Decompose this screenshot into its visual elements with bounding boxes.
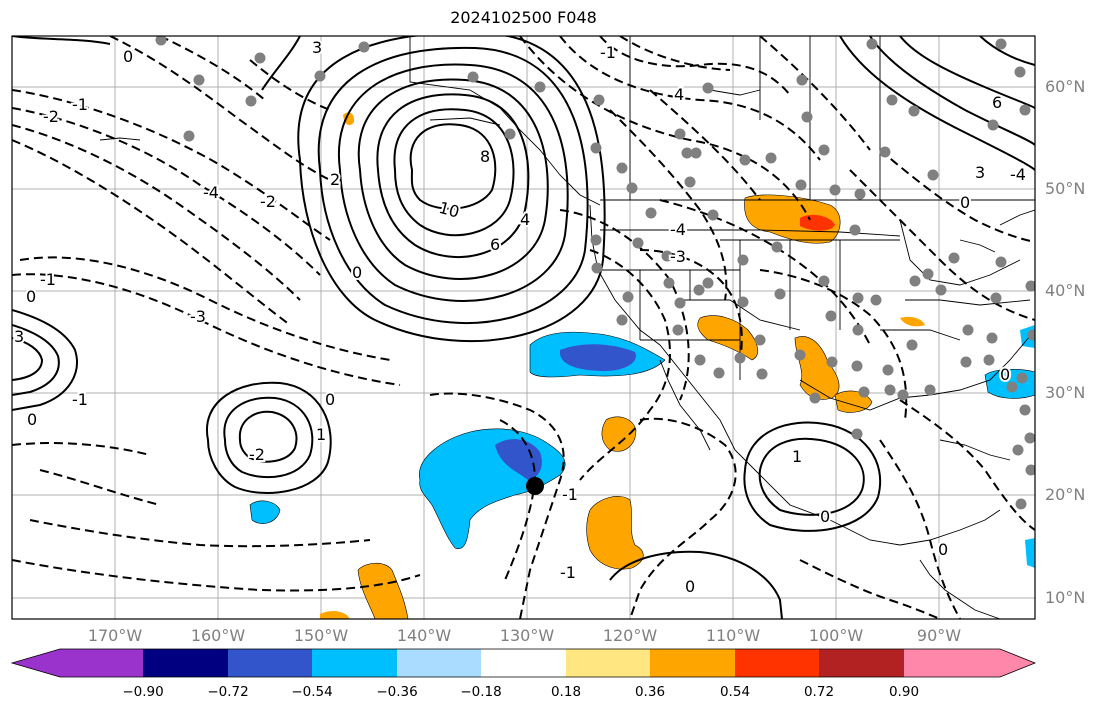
contour-label: -4 <box>670 220 686 239</box>
blue-region-small <box>249 500 281 524</box>
contour-label: -1 <box>72 95 88 114</box>
lat-label: 30°N <box>1045 383 1086 402</box>
contour-label: 0 <box>27 410 37 429</box>
darkblue-region-south <box>495 439 542 480</box>
contour-label: -3 <box>190 307 206 326</box>
colorbar-tick: −0.54 <box>291 684 333 700</box>
map-panel: 10 8 6 4 2 0 -1 -2 -3 -4 3 1 -2 1 0 0 0 … <box>11 35 1036 620</box>
lat-label: 20°N <box>1045 485 1086 504</box>
lon-label: 140°W <box>396 626 452 645</box>
colorbar-segment <box>481 649 566 677</box>
contour-label: 0 <box>325 390 335 409</box>
colorbar-segment <box>12 649 143 677</box>
lat-label: 10°N <box>1045 588 1086 607</box>
lon-label: 100°W <box>808 626 864 645</box>
colorbar-tick: 0.90 <box>888 684 920 700</box>
contour-label: -2 <box>249 445 265 464</box>
map-title: 2024102500 F048 <box>450 8 597 27</box>
contour-label: -1 <box>562 485 578 504</box>
contour-label: -1 <box>600 43 616 62</box>
positive-contours <box>12 36 1035 619</box>
contour-label: 0 <box>938 540 948 559</box>
lon-label: 90°W <box>916 626 962 645</box>
orange-region-southwest-pacific <box>357 562 409 619</box>
lon-label: 160°W <box>190 626 246 645</box>
colorbar-tick: −0.72 <box>207 684 249 700</box>
contour-label: 0 <box>26 287 36 306</box>
orange-region-baja <box>601 416 637 452</box>
lon-label: 130°W <box>499 626 555 645</box>
blue-region-east-3 <box>1025 538 1035 568</box>
contour-label: 1 <box>316 425 326 444</box>
orange-region-alaska <box>343 112 355 126</box>
orange-region-southwest <box>697 315 759 361</box>
contour-label: -1 <box>560 563 576 582</box>
contour-label: 6 <box>490 235 500 254</box>
colorbar-tick: −0.90 <box>122 684 164 700</box>
lon-label: 170°W <box>87 626 143 645</box>
lon-label: 150°W <box>293 626 349 645</box>
contour-label: -4 <box>203 183 219 202</box>
contour-label: 4 <box>674 85 684 104</box>
contour-label: -1 <box>40 270 56 289</box>
contour-labels: 10 8 6 4 2 0 -1 -2 -3 -4 3 1 -2 1 0 0 0 … <box>12 36 1028 598</box>
colorbar-segment <box>143 649 228 677</box>
contour-label: 1 <box>792 447 802 466</box>
contour-label: 0 <box>1000 365 1010 384</box>
negative-contours <box>12 36 1035 619</box>
orange-region-pacific <box>586 496 644 570</box>
contour-label: 6 <box>992 93 1002 112</box>
colorbar-segment <box>312 649 397 677</box>
contour-label: 10 <box>437 198 462 222</box>
station-dots <box>155 36 1035 510</box>
lat-label: 60°N <box>1045 77 1086 96</box>
darkblue-region-west <box>559 344 636 372</box>
contour-label: 8 <box>480 147 490 166</box>
contour-label: -2 <box>43 107 59 126</box>
contour-label: 0 <box>960 193 970 212</box>
colorbar-tick: 0.54 <box>719 684 751 700</box>
colorbar-tick: −0.18 <box>460 684 502 700</box>
contour-label: -1 <box>72 390 88 409</box>
colorbar-segment <box>735 649 819 677</box>
colorbar-tick: 0.72 <box>803 684 835 700</box>
lat-label: 50°N <box>1045 179 1086 198</box>
contour-label: 3 <box>312 38 322 57</box>
contour-label: 2 <box>330 170 340 189</box>
colorbar-segment <box>566 649 650 677</box>
orange-region-great-lakes <box>900 316 925 327</box>
colorbar-segment <box>819 649 904 677</box>
colorbar-segment <box>650 649 735 677</box>
colorbar-segment <box>904 649 1035 677</box>
lon-label: 120°W <box>602 626 658 645</box>
contour-label: 0 <box>820 507 830 526</box>
lon-label: 110°W <box>705 626 761 645</box>
contour-label: 3 <box>975 163 985 182</box>
colorbar <box>10 648 1037 678</box>
storm-marker <box>526 477 544 495</box>
contour-label: 3 <box>14 327 24 346</box>
colorbar-tick: −0.36 <box>376 684 418 700</box>
orange-region-small <box>320 611 350 619</box>
colorbar-tick: 0.18 <box>550 684 582 700</box>
contour-label: 4 <box>520 210 530 229</box>
colorbar-tick: 0.36 <box>634 684 666 700</box>
lat-label: 40°N <box>1045 281 1086 300</box>
contour-label: -3 <box>670 247 686 266</box>
colorbar-segment <box>397 649 481 677</box>
contour-label: -2 <box>260 192 276 211</box>
colorbar-segment <box>228 649 312 677</box>
contour-label: 0 <box>123 47 133 66</box>
contour-label: 0 <box>685 577 695 596</box>
shaded-regions <box>249 112 1035 619</box>
contour-label: 0 <box>352 263 362 282</box>
contour-label: -4 <box>1010 165 1026 184</box>
